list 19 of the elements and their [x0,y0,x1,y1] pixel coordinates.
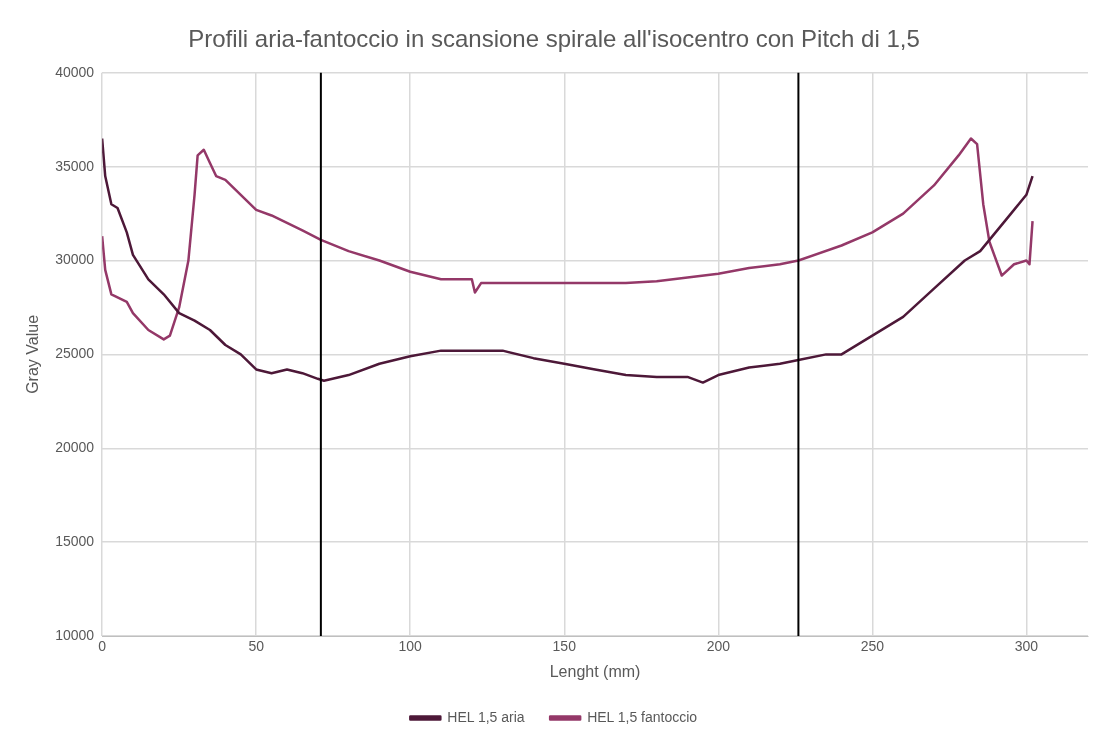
y-tick-label: 25000 [55,345,95,362]
y-tick-label: 15000 [55,532,95,549]
y-tick-label: 20000 [55,439,95,456]
x-tick-label: 50 [248,638,265,655]
y-tick-label: 30000 [55,251,95,268]
x-axis-title: Lenght (mm) [549,662,641,680]
y-tick-label: 40000 [55,63,95,80]
x-tick-label: 200 [706,638,731,655]
x-tick-label: 100 [398,638,423,655]
x-tick-label: 250 [860,638,885,655]
y-tick-label: 35000 [55,157,95,174]
x-tick-label: 300 [1014,638,1039,655]
y-axis-title: Gray Value [24,314,42,394]
legend-label: HEL 1,5 aria [447,708,525,725]
y-tick-label: 10000 [55,626,95,643]
legend-label: HEL 1,5 fantoccio [587,708,698,725]
x-tick-label: 0 [98,638,107,655]
chart-title: Profili aria-fantoccio in scansione spirale all'isocentro con Pitch di 1,5 [188,25,920,53]
x-tick-label: 150 [552,638,577,655]
